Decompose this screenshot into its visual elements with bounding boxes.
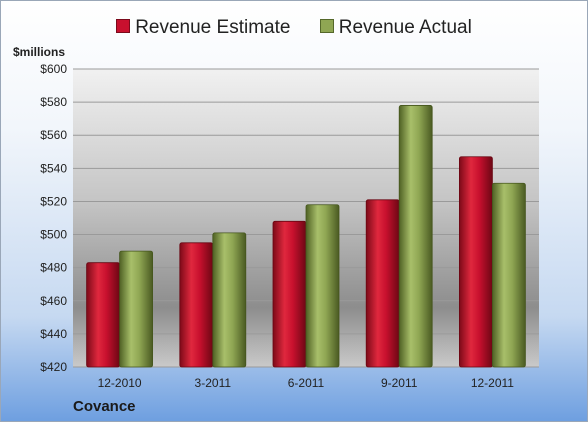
legend-item-estimate: Revenue Estimate [116,17,290,39]
y-tick-label: $460 [40,294,67,308]
y-tick-label: $540 [40,161,67,175]
y-tick-label: $440 [40,327,67,341]
y-tick-label: $500 [40,228,67,242]
bar-revenue-actual [212,232,247,368]
y-tick-label: $600 [40,62,67,76]
x-tick-label: 12-2010 [98,376,142,390]
y-tick-label: $520 [40,194,67,208]
bar-revenue-actual [491,182,526,368]
y-tick-label: $480 [40,261,67,275]
legend-swatch-estimate [116,18,131,33]
x-tick-label: 3-2011 [195,376,232,390]
legend-label-actual: Revenue Actual [338,17,472,38]
y-unit-label: $millions [13,45,66,59]
bar-revenue-actual [119,250,153,368]
bars [86,105,526,368]
x-tick-label: 9-2011 [381,376,418,390]
bar-revenue-actual [398,105,433,368]
legend-label-estimate: Revenue Estimate [135,17,291,38]
bar-revenue-estimate [458,156,493,368]
x-tick-label: 12-2011 [471,376,514,390]
y-tick-label: $560 [40,128,67,142]
company-name: Covance [73,398,136,415]
x-tick-labels: 12-2010 3-2011 6-2011 9-2011 12-2011 [98,376,515,390]
legend-swatch-actual [319,18,334,33]
bar-revenue-estimate [272,220,307,368]
bar-revenue-estimate [86,262,120,368]
y-tick-label: $580 [40,95,67,109]
bar-revenue-actual [305,204,340,368]
x-tick-label: 6-2011 [288,376,325,390]
bar-revenue-estimate [179,242,214,368]
y-tick-label: $420 [40,360,67,374]
y-tick-labels: $600 $580 $560 $540 $520 $500 $480 $460 $440 $420 [40,62,67,374]
legend: Revenue Estimate Revenue Actual [1,17,587,39]
bar-revenue-estimate [365,199,400,368]
legend-item-actual: Revenue Actual [319,17,472,39]
